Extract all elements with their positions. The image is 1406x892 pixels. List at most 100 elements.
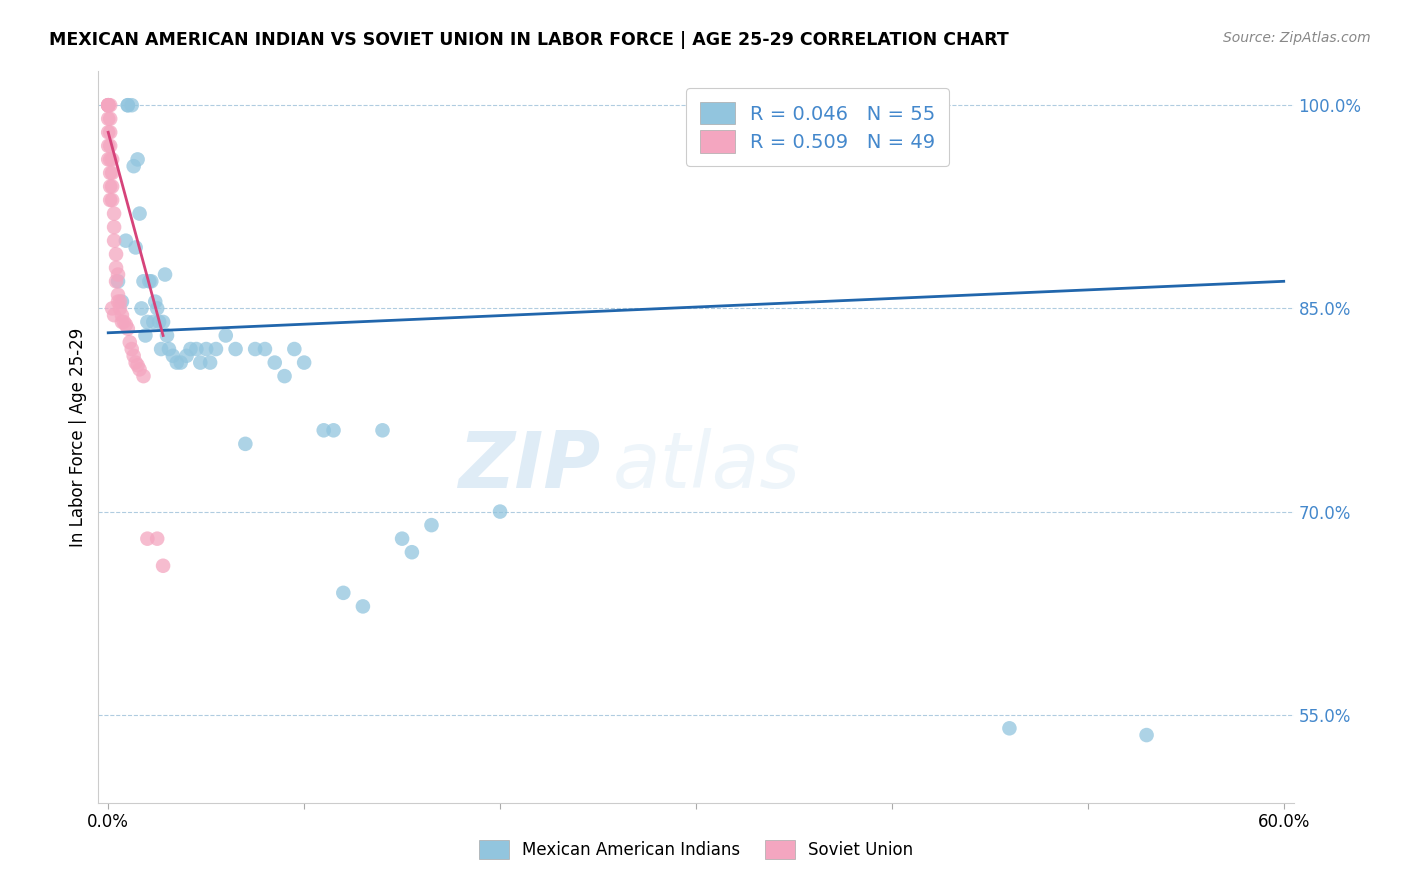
Point bbox=[98, 166, 121, 180]
Point bbox=[998, 721, 1021, 735]
Point bbox=[156, 328, 179, 343]
Point bbox=[150, 342, 173, 356]
Text: ZIP: ZIP bbox=[458, 428, 600, 504]
Point bbox=[166, 355, 188, 369]
Point bbox=[97, 98, 120, 112]
Point bbox=[127, 153, 149, 167]
Point bbox=[101, 301, 124, 316]
Point bbox=[98, 112, 121, 126]
Point bbox=[122, 349, 145, 363]
Point bbox=[103, 234, 125, 248]
Point bbox=[292, 355, 315, 369]
Point bbox=[371, 423, 394, 437]
Point bbox=[148, 315, 170, 329]
Point bbox=[283, 342, 305, 356]
Point bbox=[98, 193, 121, 207]
Point bbox=[152, 315, 174, 329]
Point bbox=[179, 342, 201, 356]
Point bbox=[225, 342, 247, 356]
Point bbox=[111, 315, 134, 329]
Point bbox=[1135, 728, 1157, 742]
Point bbox=[153, 268, 176, 282]
Point bbox=[111, 294, 134, 309]
Point bbox=[101, 166, 124, 180]
Point bbox=[97, 98, 120, 112]
Point bbox=[352, 599, 374, 614]
Point bbox=[107, 274, 129, 288]
Point bbox=[131, 301, 153, 316]
Point bbox=[273, 369, 295, 384]
Point bbox=[124, 240, 146, 254]
Point bbox=[141, 274, 163, 288]
Point bbox=[332, 586, 354, 600]
Point bbox=[136, 315, 159, 329]
Point bbox=[186, 342, 208, 356]
Point bbox=[322, 423, 344, 437]
Point bbox=[108, 294, 131, 309]
Point bbox=[205, 342, 228, 356]
Point bbox=[107, 288, 129, 302]
Point bbox=[107, 268, 129, 282]
Point bbox=[103, 308, 125, 322]
Point bbox=[101, 193, 124, 207]
Point bbox=[111, 308, 134, 322]
Text: Source: ZipAtlas.com: Source: ZipAtlas.com bbox=[1223, 31, 1371, 45]
Point bbox=[176, 349, 198, 363]
Point bbox=[101, 179, 124, 194]
Point bbox=[98, 98, 121, 112]
Point bbox=[108, 301, 131, 316]
Point bbox=[401, 545, 423, 559]
Point bbox=[170, 355, 193, 369]
Point bbox=[134, 328, 156, 343]
Point bbox=[162, 349, 184, 363]
Point bbox=[188, 355, 211, 369]
Point bbox=[101, 153, 124, 167]
Point bbox=[132, 274, 155, 288]
Point bbox=[122, 159, 145, 173]
Point bbox=[142, 315, 165, 329]
Point bbox=[115, 234, 138, 248]
Point bbox=[98, 179, 121, 194]
Point bbox=[107, 294, 129, 309]
Point bbox=[146, 301, 169, 316]
Text: atlas: atlas bbox=[613, 428, 800, 504]
Point bbox=[138, 274, 160, 288]
Point bbox=[105, 260, 128, 275]
Point bbox=[391, 532, 413, 546]
Point bbox=[121, 342, 143, 356]
Point bbox=[128, 206, 150, 220]
Point bbox=[105, 274, 128, 288]
Point bbox=[243, 342, 266, 356]
Legend: Mexican American Indians, Soviet Union: Mexican American Indians, Soviet Union bbox=[470, 831, 922, 868]
Point bbox=[253, 342, 276, 356]
Point bbox=[103, 206, 125, 220]
Point bbox=[152, 558, 174, 573]
Point bbox=[489, 505, 512, 519]
Point bbox=[117, 98, 139, 112]
Point bbox=[127, 359, 149, 373]
Point bbox=[215, 328, 238, 343]
Point bbox=[103, 220, 125, 235]
Point bbox=[97, 98, 120, 112]
Point bbox=[98, 139, 121, 153]
Point bbox=[112, 315, 135, 329]
Point bbox=[97, 153, 120, 167]
Point bbox=[97, 125, 120, 139]
Point bbox=[136, 532, 159, 546]
Point bbox=[195, 342, 218, 356]
Point bbox=[118, 335, 141, 350]
Point bbox=[132, 369, 155, 384]
Y-axis label: In Labor Force | Age 25-29: In Labor Force | Age 25-29 bbox=[69, 327, 87, 547]
Point bbox=[146, 532, 169, 546]
Point bbox=[157, 342, 180, 356]
Point bbox=[115, 318, 138, 332]
Point bbox=[97, 98, 120, 112]
Point bbox=[143, 294, 166, 309]
Point bbox=[98, 125, 121, 139]
Point bbox=[124, 355, 146, 369]
Point bbox=[128, 362, 150, 376]
Point bbox=[97, 139, 120, 153]
Text: MEXICAN AMERICAN INDIAN VS SOVIET UNION IN LABOR FORCE | AGE 25-29 CORRELATION C: MEXICAN AMERICAN INDIAN VS SOVIET UNION … bbox=[49, 31, 1010, 49]
Point bbox=[235, 437, 257, 451]
Point bbox=[117, 98, 139, 112]
